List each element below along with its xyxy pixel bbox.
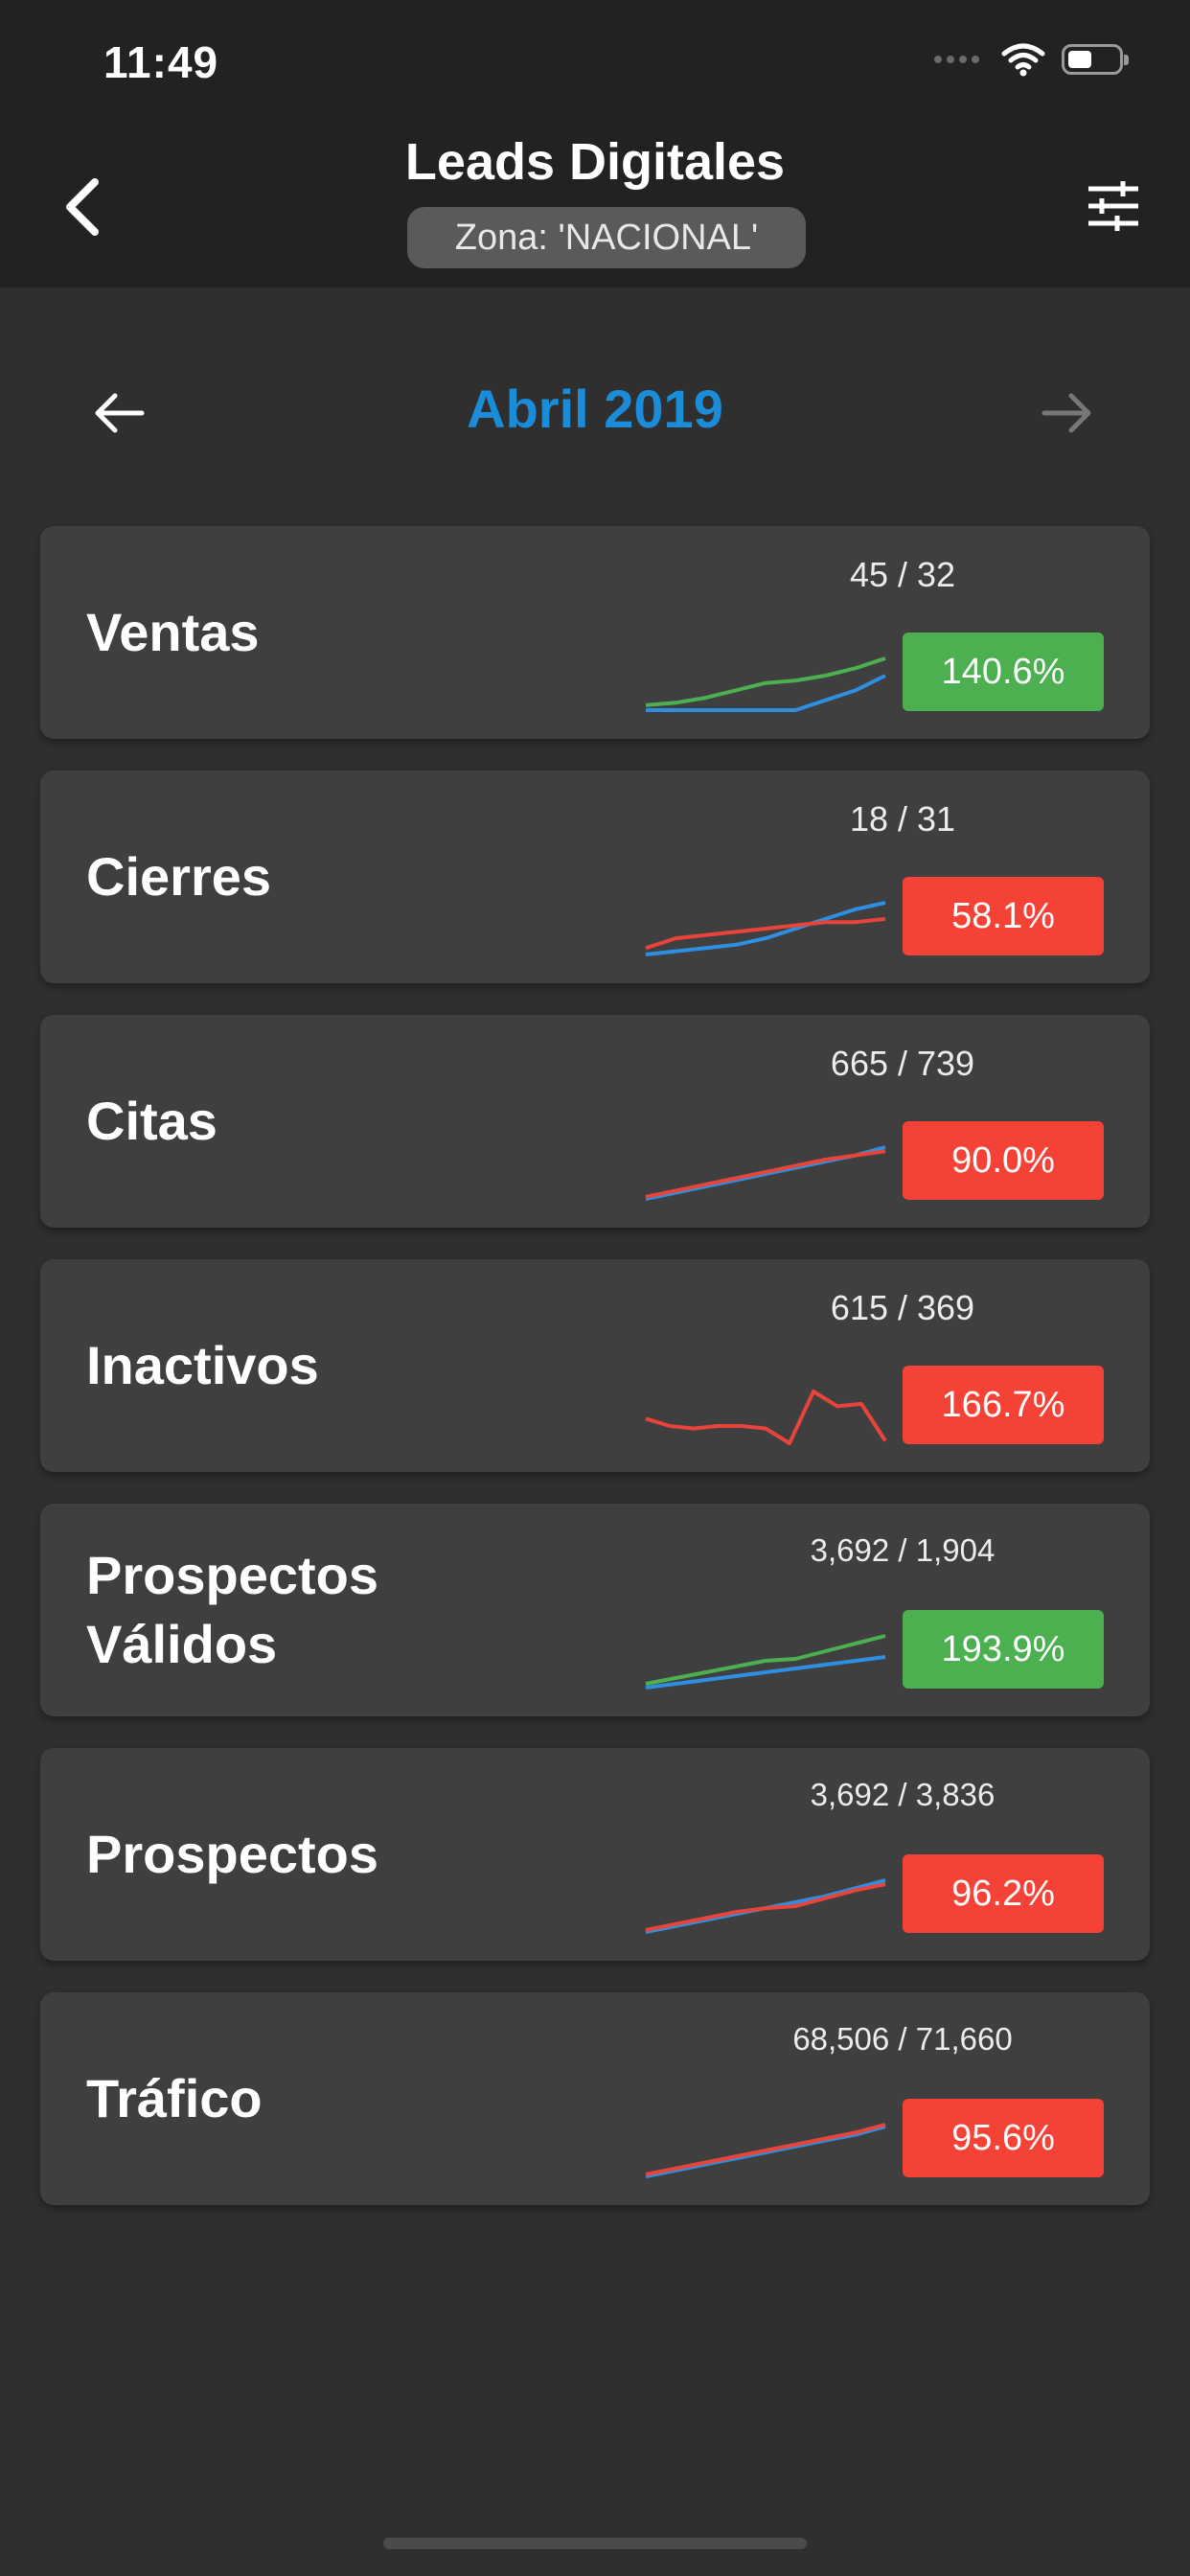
sparkline-series <box>645 1882 886 1932</box>
status-time: 11:49 <box>103 37 219 87</box>
filter-button[interactable] <box>1075 172 1152 240</box>
arrow-right-icon <box>1041 393 1091 433</box>
sparkline-series <box>645 1655 886 1690</box>
metric-label: Citas <box>86 1091 217 1151</box>
metric-card[interactable]: Ventas 45 / 32 140.6% <box>40 526 1150 739</box>
metric-label: Prospectos Válidos <box>86 1545 378 1674</box>
sparkline <box>645 1878 886 1934</box>
sparkline-series <box>645 1390 887 1445</box>
metric-card[interactable]: Prospectos Válidos 3,692 / 1,904 193.9% <box>40 1504 1150 1716</box>
metric-ratio: 3,692 / 1,904 <box>810 1532 995 1568</box>
metric-card[interactable]: Citas 665 / 739 90.0% <box>40 1015 1150 1228</box>
sparkline <box>645 1145 886 1201</box>
metric-ratio: 665 / 739 <box>830 1044 975 1083</box>
next-month-button[interactable] <box>1031 380 1104 447</box>
metric-percent-badge: 58.1% <box>903 877 1104 955</box>
chevron-left-icon <box>66 178 99 236</box>
metric-ratio: 615 / 369 <box>830 1288 975 1327</box>
metric-percent-badge: 166.7% <box>903 1366 1104 1444</box>
sparkline <box>645 901 886 956</box>
metric-card[interactable]: Prospectos 3,692 / 3,836 96.2% <box>40 1748 1150 1961</box>
metric-label: Cierres <box>86 846 272 907</box>
sparkline <box>645 1390 887 1445</box>
sparkline-series <box>645 656 886 707</box>
sparkline <box>645 1634 886 1690</box>
back-button[interactable] <box>48 169 115 245</box>
signal-icon <box>934 56 979 63</box>
metric-card[interactable]: Cierres 18 / 31 58.1% <box>40 770 1150 983</box>
sparkline <box>645 2123 886 2178</box>
metric-percent-badge: 96.2% <box>903 1854 1104 1933</box>
metric-ratio: 18 / 31 <box>849 799 956 839</box>
sparkline-series <box>645 1634 886 1686</box>
sparkline-series <box>645 901 886 956</box>
wifi-icon <box>1001 43 1045 77</box>
page-title: Leads Digitales <box>404 133 786 191</box>
month-navigator: Abril 2019 <box>0 364 1190 460</box>
metric-ratio: 45 / 32 <box>849 555 956 594</box>
metric-ratio: 3,692 / 3,836 <box>810 1777 995 1812</box>
sparkline-series <box>645 2123 886 2176</box>
home-indicator <box>383 2538 807 2549</box>
metric-label: Prospectos <box>86 1824 378 1884</box>
metric-percent-badge: 140.6% <box>903 632 1104 711</box>
metric-label: Inactivos <box>86 1335 319 1395</box>
metric-percent-badge: 90.0% <box>903 1121 1104 1200</box>
zone-badge[interactable]: Zona: 'NACIONAL' <box>407 207 806 268</box>
metric-percent-badge: 95.6% <box>903 2099 1104 2177</box>
sparkline-series <box>645 2125 886 2178</box>
metric-percent-badge: 193.9% <box>903 1610 1104 1689</box>
sliders-icon <box>1088 181 1138 231</box>
top-bar: 11:49 Leads Digitales Zona: 'NACIONAL' <box>0 0 1190 288</box>
arrow-left-icon <box>95 393 145 433</box>
metric-label: Tráfico <box>86 2068 263 2128</box>
month-label: Abril 2019 <box>467 379 723 439</box>
metric-ratio: 68,506 / 71,660 <box>792 2021 1013 2057</box>
previous-month-button[interactable] <box>82 380 155 447</box>
sparkline-series <box>645 916 886 951</box>
sparkline <box>645 656 886 712</box>
metric-card[interactable]: Tráfico 68,506 / 71,660 95.6% <box>40 1992 1150 2205</box>
battery-icon <box>1062 44 1129 75</box>
sparkline-series <box>645 1149 886 1199</box>
metric-card[interactable]: Inactivos 615 / 369 166.7% <box>40 1259 1150 1472</box>
status-icons <box>934 42 1129 77</box>
sparkline-series <box>646 674 886 712</box>
metric-label: Ventas <box>86 602 260 662</box>
